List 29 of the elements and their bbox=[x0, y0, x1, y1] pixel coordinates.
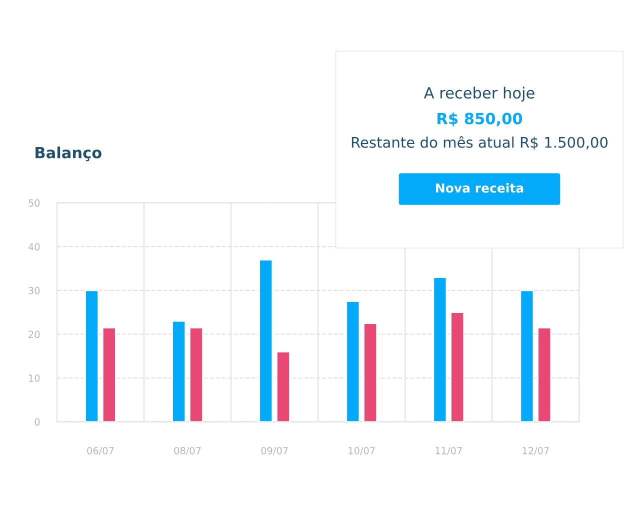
bar bbox=[520, 290, 534, 422]
x-tick-label: 06/07 bbox=[87, 446, 114, 456]
x-tick-label: 12/07 bbox=[522, 446, 549, 456]
bar bbox=[102, 326, 116, 422]
bar bbox=[363, 322, 378, 422]
x-tick-label: 08/07 bbox=[174, 446, 201, 456]
y-tick-label: 10 bbox=[29, 374, 40, 382]
bar bbox=[189, 326, 204, 422]
bar bbox=[432, 276, 448, 422]
y-tick-label: 50 bbox=[28, 199, 40, 207]
y-tick-label: 30 bbox=[28, 286, 40, 294]
bar bbox=[172, 320, 186, 422]
text: A receber hoje bbox=[424, 86, 534, 102]
y-tick-label: 0 bbox=[34, 418, 40, 426]
text: Nova receita bbox=[436, 183, 524, 193]
x-tick-label: 10/07 bbox=[348, 446, 375, 456]
bar bbox=[537, 326, 552, 422]
y-tick-label: 40 bbox=[28, 243, 40, 250]
text: R$ 850,00 bbox=[438, 112, 522, 126]
bar bbox=[276, 351, 290, 422]
bar bbox=[258, 259, 274, 422]
bar bbox=[346, 300, 360, 422]
bar bbox=[450, 312, 465, 422]
bar bbox=[84, 290, 100, 422]
text: Restante do mês atual R$ 1.500,00 bbox=[352, 136, 608, 150]
chart-title: Balanço bbox=[36, 146, 102, 162]
x-tick-label: 09/07 bbox=[261, 446, 288, 456]
x-tick-label: 11/07 bbox=[436, 446, 462, 456]
y-tick-label: 20 bbox=[28, 330, 40, 338]
